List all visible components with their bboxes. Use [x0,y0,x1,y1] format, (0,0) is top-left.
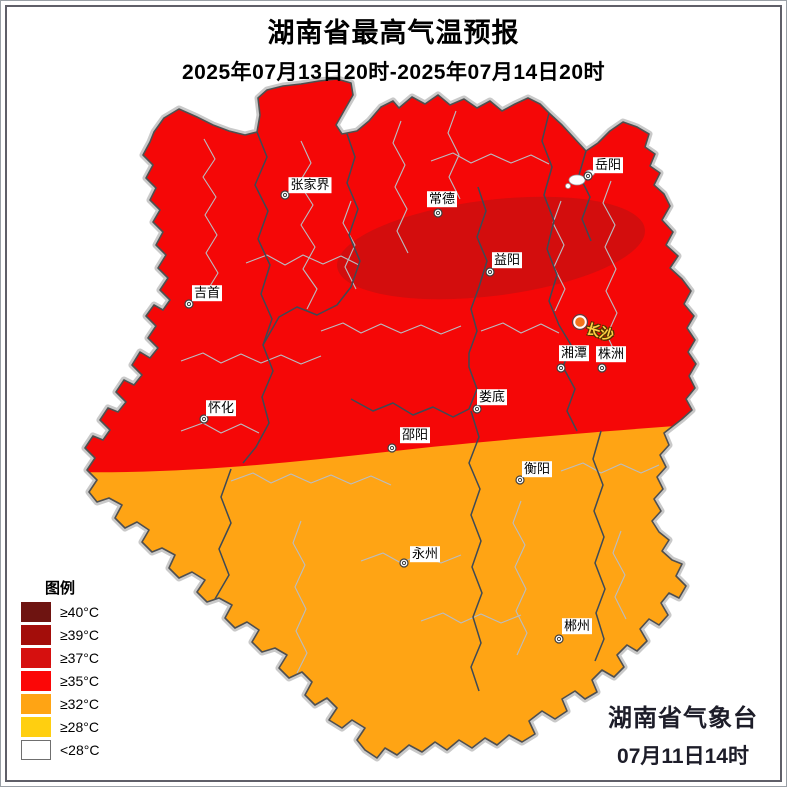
legend-swatch-ge28 [21,717,51,737]
city-marker [485,267,495,277]
issue-time: 07月11日14时 [617,745,749,768]
legend-label: <28°C [60,742,100,758]
city-marker [515,475,525,485]
legend-label: ≥28°C [60,719,99,735]
legend-row: <28°C [21,740,99,760]
legend-label: ≥37°C [60,650,99,666]
dongting-lake [565,169,595,189]
legend-row: ≥40°C [21,602,99,622]
city-marker [199,414,209,424]
issuer-block: 湖南省气象台 07月11日14时 [608,698,758,770]
capital-marker [572,314,588,330]
legend-row: ≥28°C [21,717,99,737]
legend-label: ≥35°C [60,673,99,689]
legend-swatch-ge35 [21,671,51,691]
city-marker [184,299,194,309]
legend-swatch-ge37 [21,648,51,668]
legend-label: ≥39°C [60,627,99,643]
city-marker [556,363,566,373]
legend-row: ≥32°C [21,694,99,714]
legend-row: ≥37°C [21,648,99,668]
province-border [84,78,697,759]
legend: 图例 ≥40°C ≥39°C ≥37°C ≥35°C ≥32°C ≥28°C <… [21,577,99,763]
forecast-period: 2025年07月13日20时-2025年07月14日20时 [181,61,606,84]
page-title: 湖南省最高气温预报 [267,18,520,48]
city-marker [399,558,409,568]
city-marker [554,634,564,644]
legend-row: ≥35°C [21,671,99,691]
legend-swatch-ge32 [21,694,51,714]
legend-swatch-lt28 [21,740,51,760]
city-marker [433,208,443,218]
legend-label: ≥32°C [60,696,99,712]
city-marker [597,363,607,373]
city-marker [583,171,593,181]
legend-swatch-ge39 [21,625,51,645]
city-markers [184,171,607,644]
city-marker [472,404,482,414]
city-marker [387,443,397,453]
legend-label: ≥40°C [60,604,99,620]
title-block: 湖南省最高气温预报 2025年07月13日20时-2025年07月14日20时 [1,11,786,86]
legend-swatch-ge40 [21,602,51,622]
legend-title: 图例 [45,580,76,597]
issuing-agency: 湖南省气象台 [608,705,758,732]
legend-row: ≥39°C [21,625,99,645]
county-boundaries [180,110,660,674]
zone-ge37 [337,196,645,300]
city-marker [280,190,290,200]
